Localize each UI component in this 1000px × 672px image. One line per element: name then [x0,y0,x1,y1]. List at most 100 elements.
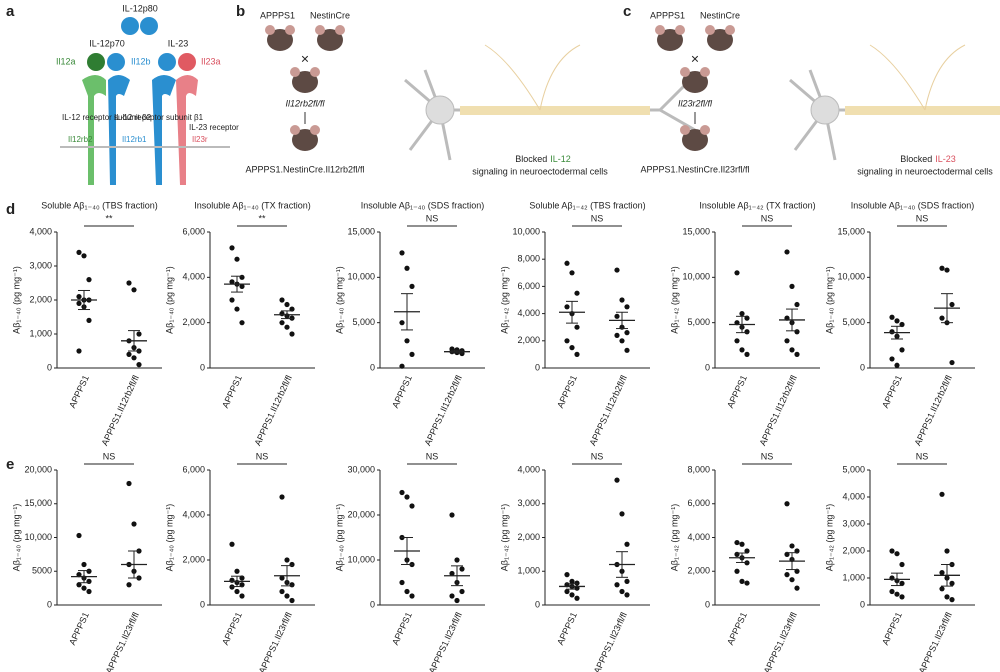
mouse [267,29,293,51]
significance-label: NS [916,213,929,223]
subunit [107,53,125,71]
significance-label: NS [256,451,269,461]
y-axis-label: Aβ₁₋₄₀ (pg mg⁻¹) [11,504,21,572]
dot [76,300,82,306]
dot [569,578,575,584]
soma [425,95,455,125]
dot [889,329,895,335]
dot [899,580,905,587]
dot [289,306,295,312]
mouse [292,71,318,93]
receptor [108,75,130,185]
dot [894,551,900,557]
dot [784,338,790,344]
y-tick-label: 0 [370,599,375,609]
subunit [140,17,158,35]
dot [899,594,905,600]
y-tick-label: 6,000 [687,498,710,508]
y-tick-label: 10,000 [347,272,375,282]
y-tick-label: 2,000 [842,545,865,555]
dot [624,347,630,353]
dot [76,582,82,588]
significance-label: NS [426,213,439,223]
gene: Il23a [201,56,221,66]
dot [404,338,410,344]
dot [739,347,745,353]
dot [284,593,290,599]
mouse [317,29,343,51]
mouse-ear [285,25,295,35]
gene: Il23r [192,135,208,144]
y-tick-label: 8,000 [517,254,540,264]
mouse-ear [315,25,325,35]
label: APPPS1.NestinCre.Il23rfl/fl [640,164,749,174]
y-axis-label: Aβ₁₋₄₂ (pg mg⁻¹) [499,504,509,571]
dot [744,329,750,335]
dot [944,548,950,554]
panel-a: IL-12p80 IL-12p70 IL-23 Il12a Il12b Il23… [56,3,239,185]
dot [574,595,580,601]
mouse-ear [310,125,320,135]
dot [86,588,92,595]
mouse [707,29,733,51]
y-tick-label: 2,000 [517,532,540,542]
label: Il23r2fl/fl [678,98,713,108]
dot [744,351,750,357]
y-tick-label: 0 [860,599,865,609]
mouse-ear [675,25,685,35]
dot [614,582,620,588]
dot [569,592,575,598]
label: IL-12 receptor subunit β1 [114,113,204,122]
label: NestinCre [700,10,740,20]
dot [564,338,570,344]
mouse-ear [680,125,690,135]
y-tick-label: 30,000 [347,464,375,474]
dot [126,351,132,357]
dot [614,267,620,273]
dot [81,561,87,568]
dot [289,331,295,337]
y-tick-label: 0 [47,362,52,372]
dot [619,588,625,595]
dot [624,578,630,584]
synapse [869,44,966,111]
dot [234,568,240,574]
significance-label: NS [426,451,439,461]
dot [81,585,87,591]
subunit [87,53,105,71]
dot [894,591,900,597]
dot [564,588,570,595]
dot [229,577,235,583]
y-tick-label: 1,000 [842,572,865,582]
mouse [682,71,708,93]
dot [794,585,800,591]
mouse-ear [700,67,710,77]
caption-part: Blocked [900,154,932,164]
dot [564,572,570,578]
dot [459,588,465,595]
y-tick-label: 5,000 [687,317,710,327]
y-tick-label: 4,000 [182,509,205,519]
y-tick-label: 4,000 [842,491,865,501]
dot [229,245,235,251]
y-tick-label: 4,000 [182,272,205,282]
y-tick-label: 15,000 [347,226,375,236]
dot [789,283,795,289]
y-tick-label: 2,000 [29,294,52,304]
label: IL-23 [168,38,189,48]
x-tick-label: APPPS1 [555,374,579,410]
x-tick-label: APPPS1.Il23rfl/fl [762,611,799,672]
dot [949,580,955,587]
panel-label: e [6,456,14,473]
dot [794,351,800,357]
panel-label: a [6,3,15,20]
mouse-ear [655,25,665,35]
x-tick-label: APPPS1 [725,611,749,647]
dot [944,267,950,273]
caption-part: Blocked [515,154,547,164]
caption: Blocked IL-12 [515,154,571,164]
dot [794,301,800,308]
dot [899,561,905,568]
label: Il12rb2fl/fl [285,98,325,108]
